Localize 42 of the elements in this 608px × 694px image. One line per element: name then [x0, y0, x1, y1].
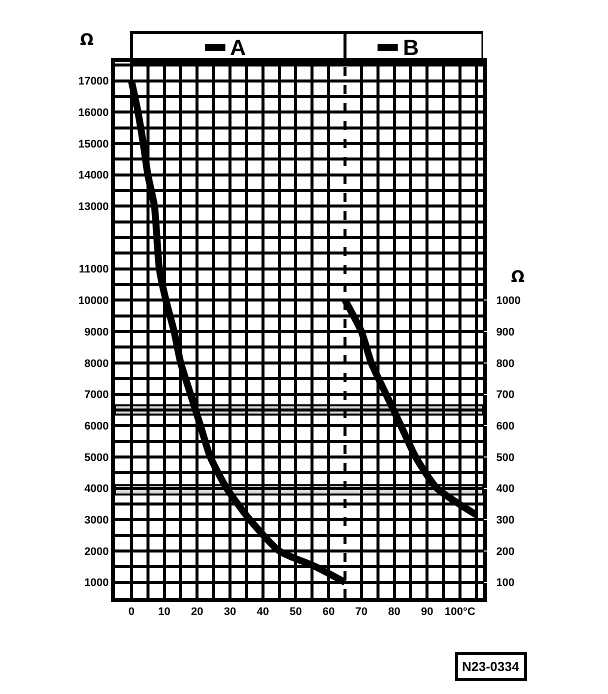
y-tick-label: 10000 [78, 295, 109, 308]
y-tick-label: 14000 [78, 170, 109, 182]
x-tick-label: 90 [421, 606, 434, 618]
legend-label: B [403, 35, 419, 60]
y2-tick-label: 400 [496, 483, 515, 496]
y2-tick-label: 100 [496, 577, 515, 590]
y2-tick-label: 700 [496, 389, 515, 402]
y-tick-label: 2000 [84, 546, 109, 558]
y-tick-label: 16000 [78, 107, 109, 119]
y-tick-label: 9000 [84, 326, 109, 338]
y-axis-title: Ω [80, 30, 94, 49]
y2-tick-label: 800 [496, 358, 515, 370]
x-tick-label: 30 [224, 606, 236, 618]
y2-axis-title: Ω [511, 267, 525, 286]
x-tick-label: 20 [191, 606, 204, 618]
y-tick-label: 13000 [78, 201, 109, 214]
x-tick-label: 40 [256, 606, 269, 618]
y-tick-label: 15000 [78, 138, 109, 150]
text: N23-0334 [462, 659, 520, 674]
y-tick-label: 6000 [84, 420, 109, 432]
y2-tick-label: 600 [496, 420, 515, 432]
x-tick-label: 70 [355, 606, 368, 618]
x-tick-label: 60 [322, 606, 335, 618]
y-tick-label: 1000 [84, 577, 109, 590]
y2-tick-label: 900 [496, 326, 515, 338]
x-tick-label: 10 [158, 606, 170, 618]
y-tick-label: 11000 [78, 264, 109, 276]
y-tick-label: 3000 [84, 514, 109, 526]
x-tick-label: 0 [128, 606, 134, 618]
legend-label: A [230, 35, 246, 60]
y-tick-label: 4000 [84, 483, 109, 496]
y-tick-label: 7000 [84, 389, 109, 402]
x-tick-label: 50 [290, 606, 302, 618]
y-tick-label: 8000 [84, 358, 109, 370]
y-tick-label: 5000 [84, 452, 109, 464]
x-tick-label: 80 [388, 606, 400, 618]
y2-tick-label: 1000 [496, 295, 521, 308]
y2-tick-label: 500 [496, 452, 515, 464]
y-tick-label: 17000 [78, 76, 109, 88]
y2-tick-label: 300 [496, 514, 515, 526]
x-tick-label: 100°C [444, 606, 476, 618]
y2-tick-label: 200 [496, 546, 515, 558]
